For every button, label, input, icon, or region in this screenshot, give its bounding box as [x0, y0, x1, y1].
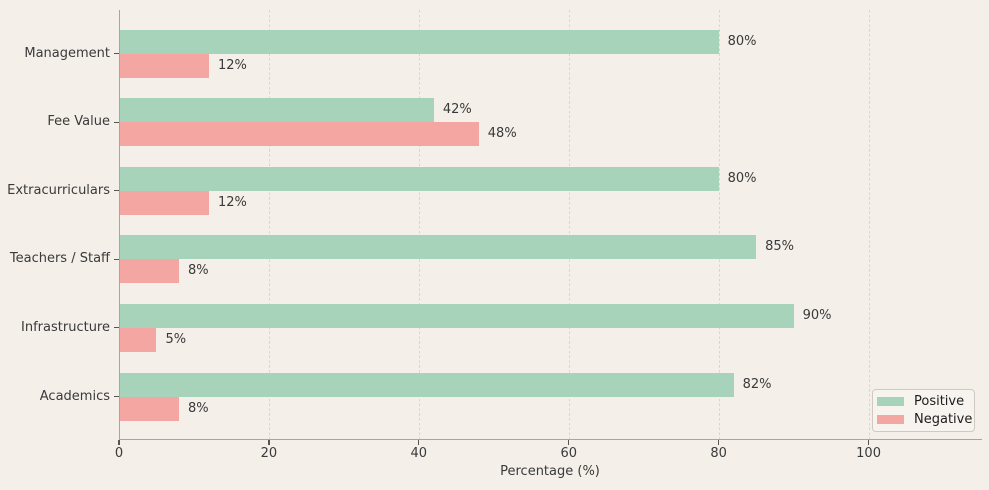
- x-tick-mark-40: [418, 440, 420, 445]
- value-label-negative-5: 5%: [165, 331, 187, 347]
- y-tick-mark-2: [114, 121, 119, 123]
- bar-negative-6: [119, 396, 179, 421]
- x-tick-label-40: 40: [410, 446, 428, 461]
- x-tick-label-80: 80: [710, 446, 727, 461]
- value-label-negative-3: 12%: [217, 194, 247, 210]
- category-label-6: Academics: [39, 388, 110, 404]
- value-label-positive-5: 90%: [802, 307, 832, 323]
- legend: Positive Negative: [872, 389, 975, 432]
- y-axis-spine: [119, 10, 120, 440]
- category-label-2: Fee Value: [47, 114, 110, 130]
- bar-negative-3: [119, 190, 209, 215]
- bar-positive-2: [119, 98, 434, 123]
- x-tick-label-0: 0: [114, 446, 124, 461]
- value-label-positive-4: 85%: [765, 239, 795, 255]
- bar-negative-5: [119, 327, 157, 352]
- bar-positive-6: [119, 372, 734, 397]
- x-tick-label-100: 100: [856, 446, 881, 461]
- legend-label-positive: Positive: [914, 393, 965, 409]
- y-tick-mark-3: [114, 190, 119, 192]
- value-label-negative-2: 48%: [487, 126, 517, 142]
- x-axis-spine: [119, 439, 982, 440]
- value-label-positive-2: 42%: [442, 102, 472, 118]
- y-tick-mark-6: [114, 395, 119, 398]
- legend-row-negative: Negative: [877, 411, 972, 429]
- x-tick-mark-0: [118, 440, 120, 445]
- bar-negative-4: [119, 259, 179, 284]
- value-label-positive-3: 80%: [727, 170, 757, 186]
- bar-positive-4: [119, 235, 757, 260]
- gridline-x-40: [418, 10, 420, 439]
- value-label-negative-4: 8%: [187, 263, 209, 279]
- y-tick-mark-4: [114, 258, 119, 260]
- gridline-x-20: [268, 10, 270, 439]
- x-tick-mark-100: [867, 440, 870, 445]
- category-label-4: Teachers / Staff: [9, 251, 110, 267]
- value-label-positive-1: 80%: [727, 33, 757, 49]
- bar-positive-5: [119, 303, 794, 328]
- x-tick-mark-80: [718, 440, 720, 445]
- legend-swatch-positive: [877, 396, 904, 407]
- x-axis-title: Percentage (%): [500, 464, 600, 479]
- legend-row-positive: Positive: [877, 393, 968, 411]
- y-tick-mark-1: [114, 52, 119, 55]
- bar-positive-1: [119, 29, 719, 54]
- x-tick-label-60: 60: [560, 446, 578, 461]
- gridline-x-60: [568, 10, 570, 439]
- category-label-5: Infrastructure: [21, 319, 110, 335]
- value-label-positive-6: 82%: [742, 376, 772, 392]
- legend-swatch-negative: [877, 414, 904, 425]
- x-tick-label-20: 20: [260, 446, 278, 461]
- x-tick-mark-20: [268, 440, 270, 445]
- gridline-x-80: [718, 10, 720, 439]
- y-tick-mark-5: [114, 327, 119, 329]
- x-tick-mark-60: [568, 440, 570, 445]
- bar-negative-2: [119, 122, 479, 147]
- bar-negative-1: [119, 53, 209, 78]
- value-label-negative-6: 8%: [187, 400, 209, 416]
- plot-area: 80% 12% 42% 48% 80% 12% 85% 8% 90% 5% 82% 8%: [119, 10, 981, 439]
- gridline-x-100: [868, 10, 870, 439]
- bar-positive-3: [119, 166, 719, 191]
- category-label-1: Management: [24, 45, 110, 61]
- value-label-negative-1: 12%: [217, 57, 247, 73]
- legend-label-negative: Negative: [914, 411, 973, 427]
- category-label-3: Extracurriculars: [7, 182, 110, 198]
